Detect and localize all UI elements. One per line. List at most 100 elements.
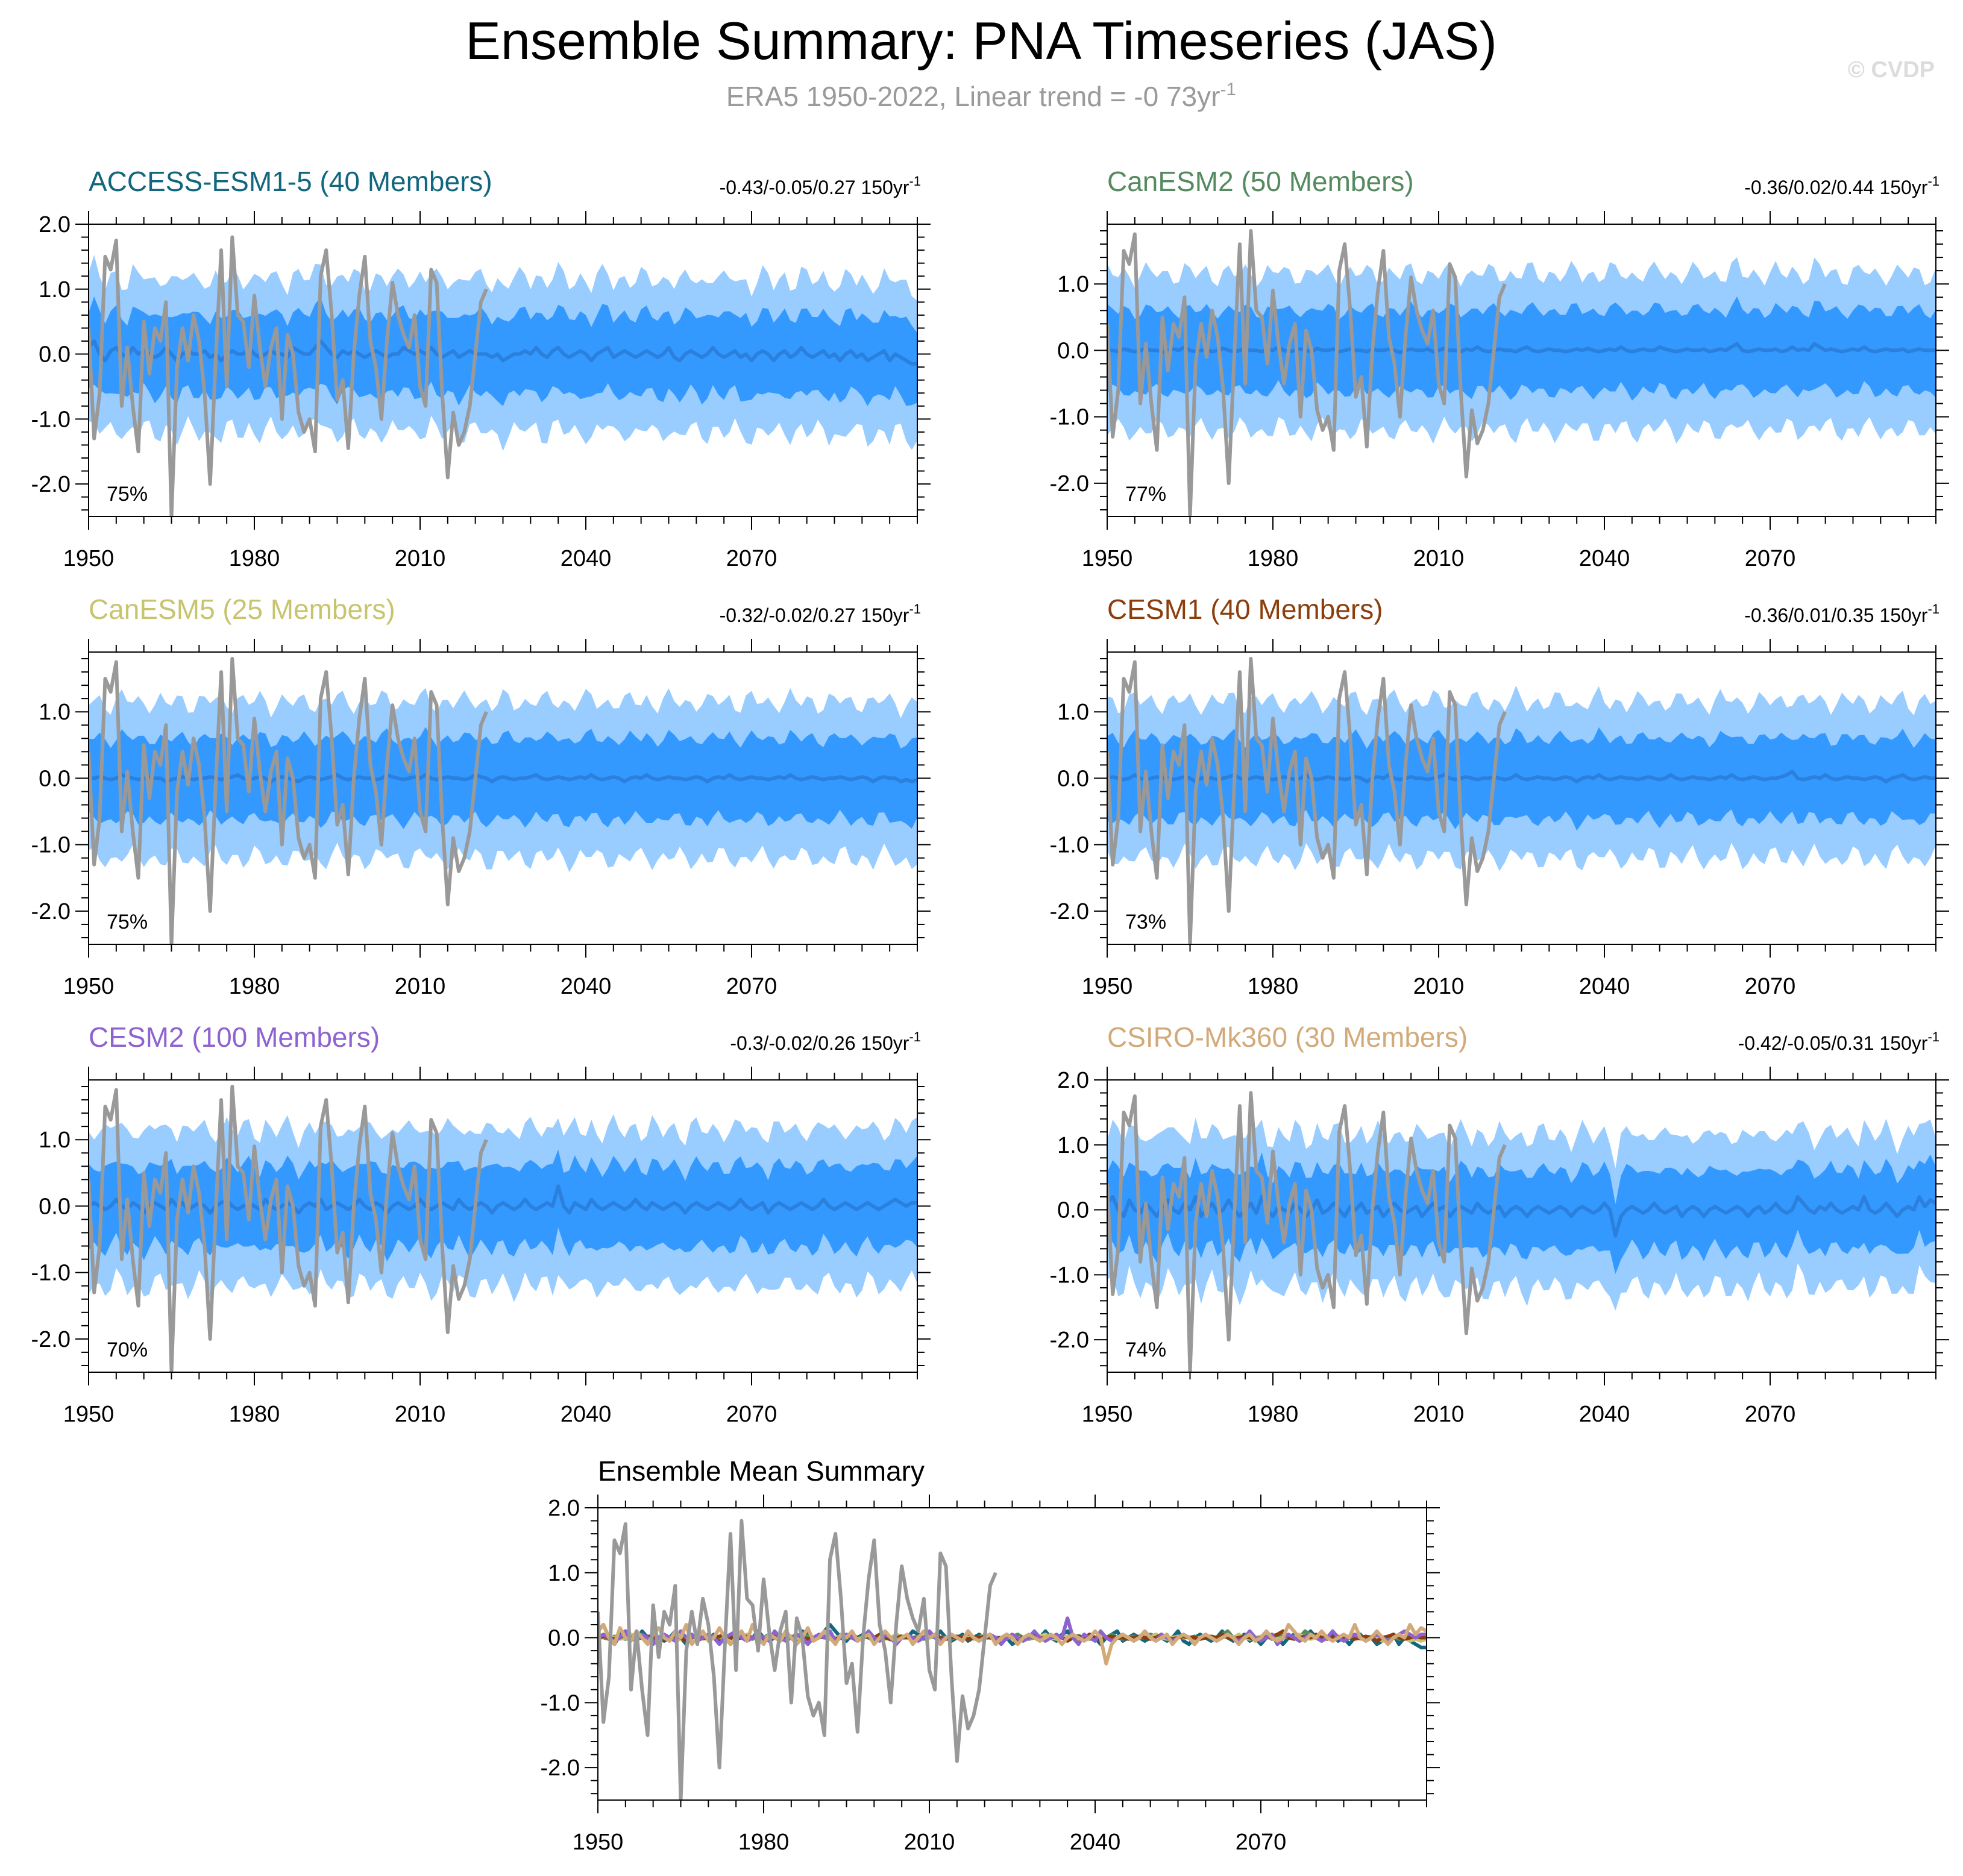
trend-annotation: -0.36/0.02/0.44 150yr-1 [1744, 174, 1939, 198]
trend-annotation: -0.43/-0.05/0.27 150yr-1 [720, 174, 921, 198]
y-tick-label: 0.0 [39, 766, 71, 791]
plot-frame [597, 1507, 1427, 1801]
x-tick-label: 2040 [561, 1402, 612, 1427]
y-tick-label: 1.0 [1057, 1133, 1089, 1158]
x-tick-label: 1950 [63, 546, 115, 571]
x-tick-label: 2040 [1579, 974, 1630, 999]
y-tick-label: 1.0 [1057, 700, 1089, 725]
y-tick-label: 1.0 [39, 277, 71, 303]
plot-area [89, 235, 917, 516]
x-tick-label: 2040 [561, 974, 612, 999]
trend-annotation: -0.42/-0.05/0.31 150yr-1 [1738, 1029, 1939, 1054]
y-tick-label: -1.0 [31, 1261, 71, 1286]
percent-label: 75% [107, 911, 148, 933]
x-tick-label: 2010 [904, 1830, 955, 1855]
panel-title: CESM1 (40 Members) [1107, 594, 1383, 625]
x-tick-label: 2040 [1579, 1402, 1630, 1427]
x-tick-label: 2070 [726, 974, 777, 999]
panel-title: CanESM2 (50 Members) [1107, 166, 1414, 197]
x-tick-label: 1950 [1082, 1402, 1133, 1427]
panel-csiro-mk360: 1950 1980 2010 2040 2070 2.0 1.0 0.0 -1.0 -2.0 CSI… [1050, 1021, 1949, 1427]
y-tick-label: 0.0 [548, 1626, 580, 1651]
x-tick-label: 2010 [395, 974, 446, 999]
plot-area [89, 1085, 917, 1372]
panel-title: ACCESS-ESM1-5 (40 Members) [89, 166, 492, 197]
x-tick-label: 1950 [1082, 974, 1133, 999]
panel-title: Ensemble Mean Summary [598, 1455, 925, 1487]
plot-area [1107, 229, 1936, 516]
y-tick-label: -2.0 [541, 1755, 580, 1781]
percent-label: 74% [1125, 1338, 1166, 1361]
y-tick-label: 2.0 [39, 212, 71, 237]
y-tick-label: 0.0 [39, 342, 71, 368]
x-tick-label: 1950 [63, 1402, 115, 1427]
x-tick-label: 1980 [229, 1402, 280, 1427]
panel-cesm1: 1950 1980 2010 2040 2070 1.0 0.0 -1.0 -2.0 CESM1 … [1050, 594, 1949, 999]
panel-cesm2: 1950 1980 2010 2040 2070 1.0 0.0 -1.0 -2.0 CESM2 … [31, 1021, 931, 1427]
x-tick-label: 2070 [726, 546, 777, 571]
watermark: © CVDP [1848, 57, 1935, 83]
plot-area [1107, 657, 1936, 944]
x-tick-label: 1980 [229, 546, 280, 571]
x-tick-label: 2010 [1413, 974, 1465, 999]
y-tick-label: 2.0 [1057, 1068, 1089, 1093]
trend-annotation: -0.32/-0.02/0.27 150yr-1 [720, 601, 921, 626]
panel-access-esm1-5: 1950 1980 2010 2040 2070 2.0 1.0 0.0 -1.0 -2.0 ACC… [31, 166, 931, 571]
plot-area [598, 1519, 1427, 1800]
plot-area [89, 657, 917, 944]
panel-canesm5: 1950 1980 2010 2040 2070 1.0 0.0 -1.0 -2.0 CanESM… [31, 594, 931, 999]
observed-line [89, 1085, 488, 1372]
percent-label: 73% [1125, 911, 1166, 933]
y-tick-label: 1.0 [39, 1128, 71, 1153]
x-tick-label: 2040 [1070, 1830, 1121, 1855]
observed-line [1107, 229, 1507, 516]
y-tick-label: -1.0 [31, 407, 71, 432]
x-tick-label: 1950 [1082, 546, 1133, 571]
panel-canesm2: 1950 1980 2010 2040 2070 1.0 0.0 -1.0 -2.0 CanESM… [1050, 166, 1949, 571]
panel-title: CSIRO-Mk360 (30 Members) [1107, 1021, 1468, 1053]
observed-line [598, 1519, 997, 1800]
y-tick-label: 1.0 [548, 1561, 580, 1586]
panel-title: CanESM5 (25 Members) [89, 594, 395, 625]
panel-ensemble-mean-summary: 1950 1980 2010 2040 2070 2.0 1.0 0.0 -1.0 -2.0 Ens… [541, 1455, 1440, 1855]
y-tick-label: -1.0 [541, 1690, 580, 1716]
x-tick-label: 2010 [395, 546, 446, 571]
x-tick-label: 1980 [1248, 1402, 1299, 1427]
y-tick-label: 0.0 [39, 1194, 71, 1219]
trend-annotation: -0.3/-0.02/0.26 150yr-1 [730, 1029, 921, 1054]
observed-line [1107, 1091, 1507, 1372]
percent-label: 75% [107, 483, 148, 506]
y-tick-label: -2.0 [31, 899, 71, 924]
x-tick-label: 2070 [1745, 1402, 1796, 1427]
x-tick-label: 1950 [573, 1830, 624, 1855]
observed-line [89, 235, 488, 516]
y-tick-label: 0.0 [1057, 338, 1089, 363]
y-tick-label: -2.0 [1050, 471, 1089, 497]
x-tick-label: 2040 [561, 546, 612, 571]
x-tick-label: 2070 [1236, 1830, 1287, 1855]
x-tick-label: 1980 [1248, 974, 1299, 999]
x-tick-label: 1980 [1248, 546, 1299, 571]
x-tick-label: 1980 [738, 1830, 790, 1855]
trend-annotation: -0.36/0.01/0.35 150yr-1 [1744, 601, 1939, 626]
x-tick-label: 2010 [1413, 546, 1465, 571]
y-tick-label: -2.0 [1050, 899, 1089, 924]
x-tick-label: 2010 [395, 1402, 446, 1427]
observed-line [1107, 657, 1507, 944]
panel-title: CESM2 (100 Members) [89, 1021, 380, 1053]
plot-area [1107, 1091, 1936, 1372]
y-tick-label: -1.0 [1050, 1263, 1089, 1288]
x-tick-label: 2070 [726, 1402, 777, 1427]
y-tick-label: 0.0 [1057, 766, 1089, 791]
y-tick-label: -2.0 [1050, 1328, 1089, 1353]
observed-line [89, 657, 488, 944]
y-tick-label: -2.0 [31, 1327, 71, 1352]
y-tick-label: -1.0 [31, 833, 71, 858]
percent-label: 77% [1125, 483, 1166, 506]
y-tick-label: -2.0 [31, 472, 71, 497]
x-tick-label: 1980 [229, 974, 280, 999]
y-tick-label: 1.0 [1057, 272, 1089, 297]
x-tick-label: 1950 [63, 974, 115, 999]
y-tick-label: 1.0 [39, 700, 71, 725]
